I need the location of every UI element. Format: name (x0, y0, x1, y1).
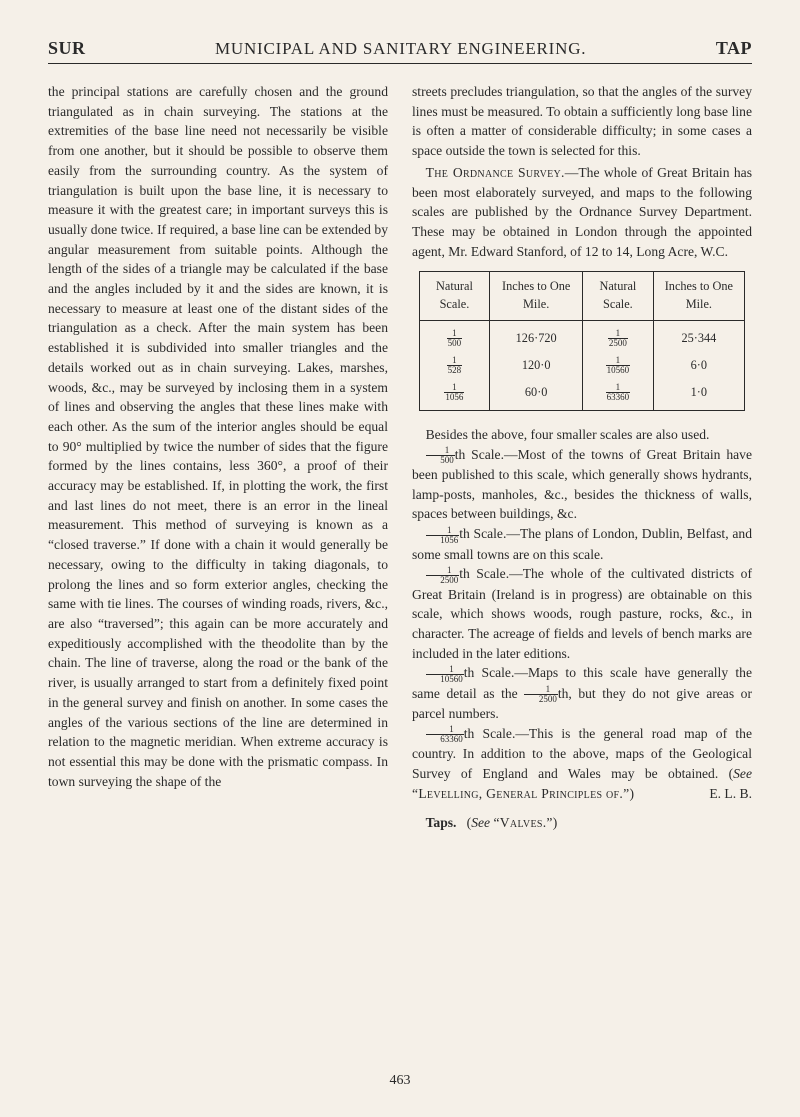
page: SUR MUNICIPAL AND SANITARY ENGINEERING. … (0, 0, 800, 1117)
table-row: 1500 126·720 12500 25·344 (419, 320, 744, 352)
frac-1056: 11056 (426, 526, 460, 545)
scale-table: Natural Scale. Inches to One Mile. Natur… (419, 271, 745, 411)
frac-2500: 12500 (426, 566, 460, 585)
left-column: the principal stations are carefully cho… (48, 82, 388, 833)
para8-see: See (733, 766, 752, 781)
th-inch1: Inches to One Mile. (490, 272, 583, 321)
frac-2500b: 12500 (524, 685, 558, 704)
frac-63360: 163360 (426, 725, 464, 744)
frac-500: 1500 (426, 446, 455, 465)
right-para6: 12500th Scale.—The whole of the cultivat… (412, 564, 752, 663)
left-text: the principal stations are carefully cho… (48, 82, 388, 791)
page-number: 463 (390, 1073, 411, 1089)
body-columns: the principal stations are carefully cho… (48, 82, 752, 833)
cell-nat1: 11056 (419, 379, 489, 411)
ordnance-survey-head: Ordnance Survey. (448, 165, 565, 180)
header-right: TAP (716, 38, 752, 59)
ordnance-the: The (426, 165, 449, 180)
cell-inch1: 60·0 (490, 379, 583, 411)
para5-text: th Scale.—The plans of London, Dublin, B… (412, 526, 752, 561)
right-para4: 1500th Scale.—Most of the towns of Great… (412, 445, 752, 524)
taps-valves: “Valves.” (493, 815, 552, 830)
right-para3: Besides the above, four smaller scales a… (412, 425, 752, 445)
running-header: SUR MUNICIPAL AND SANITARY ENGINEERING. … (48, 38, 752, 59)
cell-inch1: 120·0 (490, 352, 583, 379)
cell-inch1: 126·720 (490, 320, 583, 352)
cell-nat1: 1500 (419, 320, 489, 352)
taps-head: Taps. (426, 815, 457, 830)
taps-entry: Taps. (See “Valves.”) (412, 813, 752, 833)
para8-signature: E. L. B. (696, 784, 752, 804)
para8-text-a: th Scale.—This is the general road map o… (412, 726, 752, 781)
cell-nat2: 163360 (583, 379, 653, 411)
right-para5: 11056th Scale.—The plans of London, Dubl… (412, 524, 752, 564)
taps-close: ) (553, 815, 558, 830)
cell-inch2: 6·0 (653, 352, 745, 379)
cell-inch2: 1·0 (653, 379, 745, 411)
right-para8: 163360th Scale.—This is the general road… (412, 724, 752, 803)
para4-text: th Scale.—Most of the towns of Great Bri… (412, 447, 752, 522)
right-para1: streets precludes triangulation, so that… (412, 82, 752, 161)
cell-nat1: 1528 (419, 352, 489, 379)
cell-nat2: 12500 (583, 320, 653, 352)
taps-see: See (471, 815, 493, 830)
header-title: MUNICIPAL AND SANITARY ENGINEERING. (86, 39, 716, 59)
cell-nat2: 110560 (583, 352, 653, 379)
th-nat1: Natural Scale. (419, 272, 489, 321)
frac-10560: 110560 (426, 665, 464, 684)
right-para7: 110560th Scale.—Maps to this scale have … (412, 663, 752, 723)
header-rule (48, 63, 752, 64)
cell-inch2: 25·344 (653, 320, 745, 352)
th-inch2: Inches to One Mile. (653, 272, 745, 321)
para6-text: th Scale.—The whole of the cultivated di… (412, 566, 752, 660)
table-row: 11056 60·0 163360 1·0 (419, 379, 744, 411)
ordnance-para: The Ordnance Survey.—The whole of Great … (412, 163, 752, 262)
table-row: 1528 120·0 110560 6·0 (419, 352, 744, 379)
table-header-row: Natural Scale. Inches to One Mile. Natur… (419, 272, 744, 321)
para8-close: ) (629, 786, 634, 801)
right-column: streets precludes triangulation, so that… (412, 82, 752, 833)
header-left: SUR (48, 38, 86, 59)
para8-levelling: “Levelling, General Principles of.” (412, 786, 629, 801)
th-nat2: Natural Scale. (583, 272, 653, 321)
